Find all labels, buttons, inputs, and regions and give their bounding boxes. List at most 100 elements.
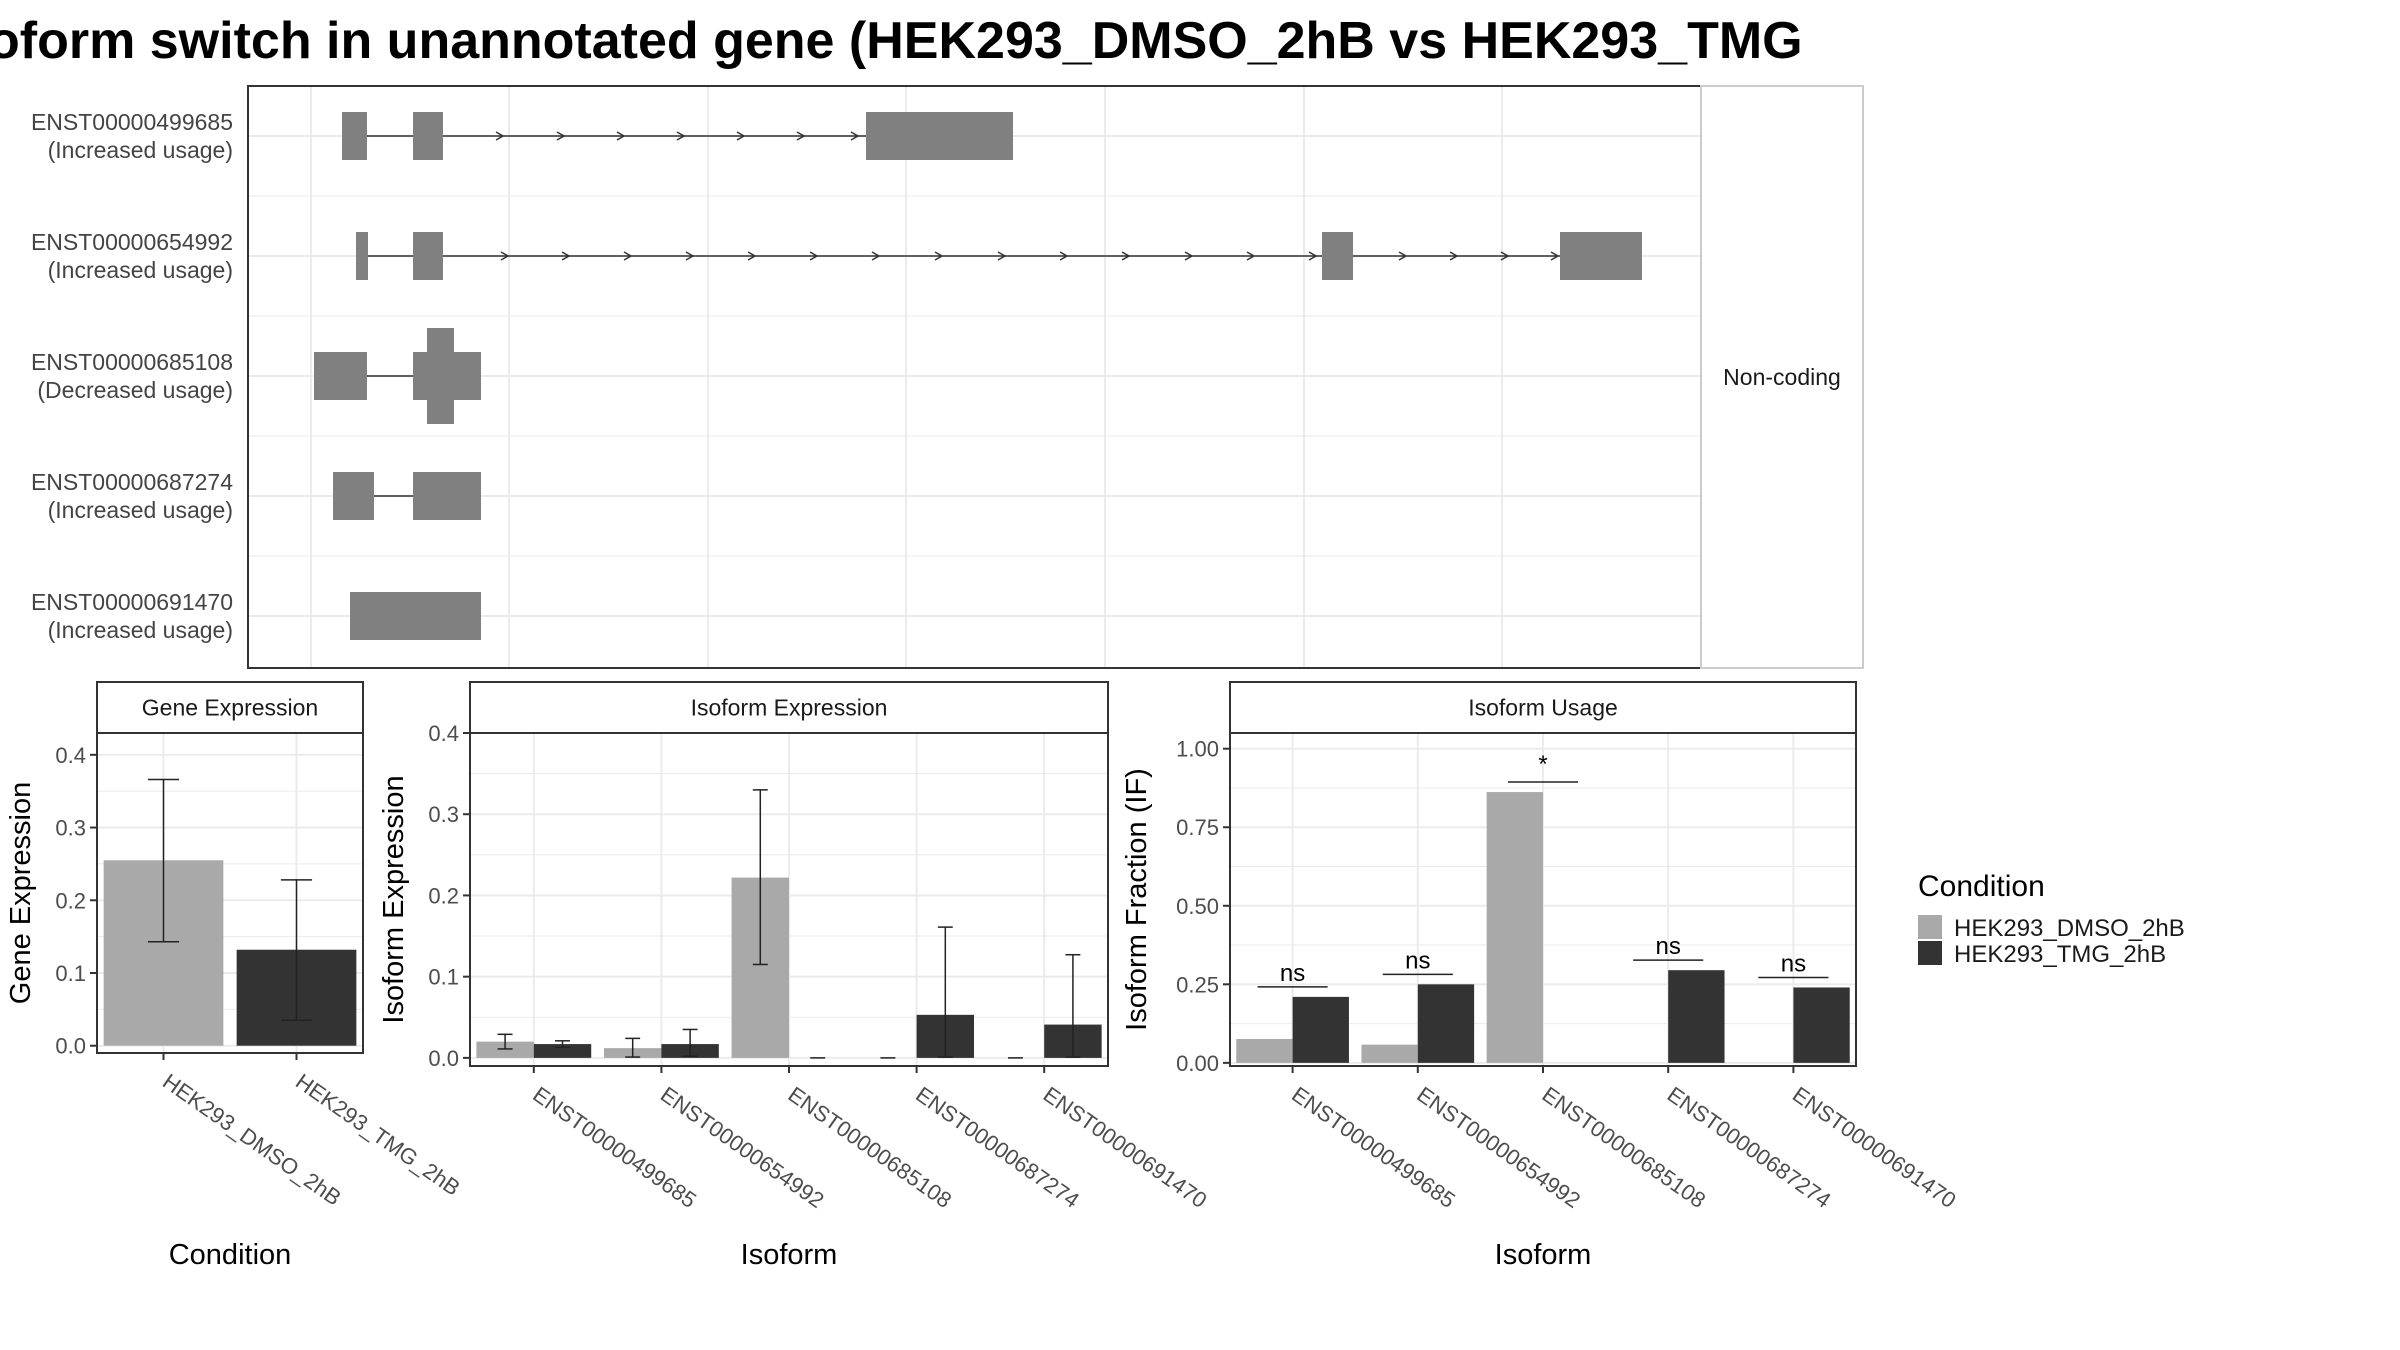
y-tick-label: 0.2 [428, 883, 459, 908]
strand-arrow [1246, 251, 1256, 261]
significance-label: ns [1280, 960, 1305, 987]
isoform-id-label: ENST00000687274 [31, 469, 233, 495]
strand-arrow [1449, 251, 1459, 261]
bar [1236, 1038, 1293, 1063]
exon-block [413, 472, 481, 520]
y-tick-label: 0.50 [1176, 894, 1219, 919]
exon-block [1322, 232, 1353, 280]
exon-block [427, 328, 454, 424]
strand-arrow [623, 251, 633, 261]
legend-swatch-tmg [1918, 941, 1942, 965]
y-axis-title: Gene Expression [5, 782, 37, 1004]
isoform-expression-panel: Isoform Expression0.00.10.20.30.4ENST000… [378, 681, 1211, 1271]
y-tick-label: 0.3 [55, 816, 86, 841]
significance-label: ns [1656, 933, 1681, 960]
isoform-usage-panel: Isoform Usage ns ns * ns ns 0.00 0.25 0.50 0.75 1.… [1121, 681, 1961, 1271]
strand-arrow [685, 251, 695, 261]
strand-arrow [809, 251, 819, 261]
significance-label: * [1538, 751, 1547, 778]
strand-arrow [1500, 251, 1510, 261]
strand-arrow [495, 131, 505, 141]
exon-block [333, 472, 374, 520]
legend-label-dmso: HEK293_DMSO_2hB [1954, 915, 2185, 942]
y-axis-title: Isoform Expression [378, 775, 410, 1023]
strand-arrow [1308, 251, 1318, 261]
strand-arrow [796, 131, 806, 141]
bar [1793, 987, 1850, 1063]
plot-border [96, 732, 364, 1054]
bar [1292, 996, 1349, 1063]
strand-arrow [1550, 251, 1560, 261]
strand-arrow [736, 131, 746, 141]
legend: Condition HEK293_DMSO_2hB HEK293_TMG_2hB [1918, 870, 2185, 968]
strand-arrow [676, 131, 686, 141]
y-tick-label: 0.4 [55, 743, 86, 768]
side-strip [1700, 85, 1864, 669]
strand-arrow [1059, 251, 1069, 261]
isoform-id-label: ENST00000685108 [31, 349, 233, 375]
isoform-change-label: (Increased usage) [48, 497, 233, 523]
bar [1417, 984, 1475, 1063]
panel-strip [1229, 681, 1857, 734]
y-tick-label: 0.2 [55, 888, 86, 913]
isoform-change-label: (Decreased usage) [37, 377, 233, 403]
side-strip-label: Non-coding [1723, 364, 1841, 390]
strand-arrow [561, 251, 571, 261]
y-tick-label: 0.1 [55, 961, 86, 986]
strand-arrow [1398, 251, 1408, 261]
x-axis-title: Condition [169, 1239, 292, 1271]
exon-block [866, 112, 1013, 160]
strand-arrow [871, 251, 881, 261]
legend-label-tmg: HEK293_TMG_2hB [1954, 941, 2166, 968]
exon-block [342, 112, 367, 160]
y-tick-label: 0.0 [55, 1034, 86, 1059]
y-tick-label: 0.25 [1176, 972, 1219, 997]
strand-arrow [934, 251, 944, 261]
y-tick-label: 1.00 [1176, 737, 1219, 762]
isoform-id-label: ENST00000499685 [31, 109, 233, 135]
strand-arrow [1121, 251, 1131, 261]
y-tick-label: 0.1 [428, 965, 459, 990]
y-axis-title: Isoform Fraction (IF) [1121, 768, 1153, 1031]
bar [1361, 1044, 1418, 1063]
panel-title: Isoform Usage [1468, 695, 1618, 721]
significance-label: ns [1405, 947, 1430, 974]
exon-block [356, 232, 368, 280]
exon-block [1560, 232, 1642, 280]
panel-title: Gene Expression [142, 695, 318, 721]
isoform-change-label: (Increased usage) [48, 617, 233, 643]
y-tick-label: 0.75 [1176, 815, 1219, 840]
exon-block [314, 352, 367, 400]
y-tick-label: 0.0 [428, 1046, 459, 1071]
isoform-change-label: (Increased usage) [48, 257, 233, 283]
strand-arrow [747, 251, 757, 261]
strand-arrow [1184, 251, 1194, 261]
strand-arrow [500, 251, 510, 261]
bar [533, 1044, 592, 1058]
x-axis-title: Isoform [1495, 1239, 1592, 1271]
exon-block [413, 232, 443, 280]
bar [476, 1041, 534, 1058]
figure-title: oform switch in unannotated gene (HEK293… [0, 12, 1803, 70]
exon-block [350, 592, 481, 640]
panel-strip [96, 681, 364, 734]
panel-title: Isoform Expression [691, 695, 888, 721]
y-tick-label: 0.3 [428, 802, 459, 827]
strand-arrow [850, 131, 860, 141]
isoform-id-label: ENST00000691470 [31, 589, 233, 615]
exon-block [413, 112, 443, 160]
strand-arrow [997, 251, 1007, 261]
isoform-change-label: (Increased usage) [48, 137, 233, 163]
bar [1668, 970, 1725, 1063]
legend-swatch-dmso [1918, 915, 1942, 939]
strand-arrow [556, 131, 566, 141]
y-tick-label: 0.4 [428, 721, 459, 746]
strand-arrow [616, 131, 626, 141]
isoform-id-label: ENST00000654992 [31, 229, 233, 255]
y-tick-label: 0.00 [1176, 1051, 1219, 1076]
bar [1486, 792, 1543, 1063]
legend-title: Condition [1918, 870, 2045, 903]
significance-label: ns [1781, 950, 1806, 977]
